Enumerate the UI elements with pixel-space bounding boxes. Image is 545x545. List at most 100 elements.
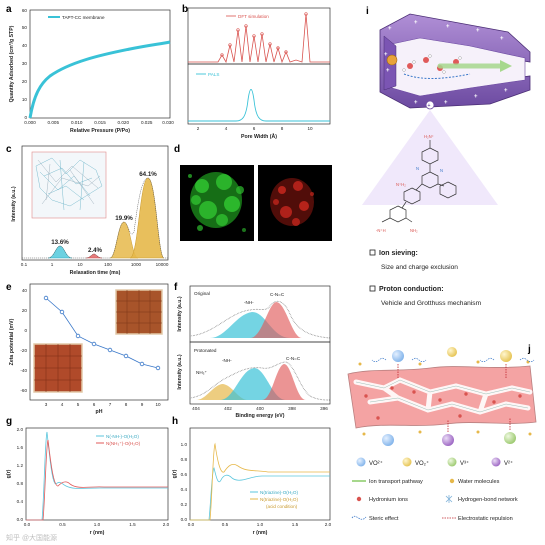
panel-h-ylabel: g(r) [172,469,178,478]
legend-vo2p: VO²⁺ [369,460,383,467]
svg-text:H₂N⁺: H₂N⁺ [424,134,434,139]
x-tick-label: 5 [77,402,80,407]
panel-c-md-network-2 [37,159,101,205]
panel-c-frame [21,145,169,261]
panel-a-legend: TAPT-CC membrane [62,15,105,20]
y-tick-label: 0.0 [181,517,188,522]
x-tick-label: 0.020 [118,120,130,125]
panel-a-xlabel: Relative Pressure (P/Po) [70,128,130,134]
panel-i-label: i [366,6,369,17]
watermark: 知乎 @大国能源 [6,533,57,542]
panel-f-bottom-cnc: C-N=C [286,356,301,361]
panel-e-xticks: 3 4 5 6 7 8 9 10 [45,402,161,407]
y-tick-label: 2.0 [17,427,24,432]
y-tick-label: -20 [20,348,27,353]
panel-i-molecule-labels: H₂N⁺ N N N⁺H₂ -N⁺H NH₂ [376,134,443,233]
panel-d-label: d [174,144,180,155]
x-tick-label: 1.0 [257,522,264,527]
panel-i: i + + + + + + + + + + + + [362,6,531,307]
x-tick-label: 404 [192,406,200,411]
panel-g-legend2: N(NH₃⁺)-O(H₂O) [106,441,141,446]
panel-j-label: j [527,344,531,355]
panel-h-acid-curve [190,442,330,521]
legend-water: Water molecules [458,479,500,485]
panel-j-hbond-network [355,379,531,413]
x-tick-label: 8 [125,402,128,407]
y-tick-label: 40 [22,43,28,48]
panel-f-xlabel: Binding energy (eV) [236,413,285,419]
x-tick-label: 100 [104,262,112,267]
x-tick-label: 398 [288,406,296,411]
panel-b-legend-pals: PALS [208,72,219,77]
panel-f-ylabel: Intensity (a.u.) [177,354,183,389]
legend-v2: V²⁺ [504,460,513,467]
x-tick-label: 4 [225,126,228,131]
x-tick-label: 10000 [156,262,169,267]
panel-j-steric-arrows [371,357,535,363]
panel-h-label: h [172,416,178,427]
panel-a: a TAPT-CC membrane 0.000 0.005 0.010 0.0… [6,4,174,134]
legend-hbond-icon [445,495,453,503]
panel-c-ylabel: Intensity (a.u.) [11,186,17,221]
panel-b-legend-dft: DFT simulation [238,14,269,19]
panel-h-legend1: N(triazine)-O(H₂O) [260,490,298,495]
panel-g-ylabel: g(r) [6,469,12,478]
legend-v3: V³⁺ [460,460,469,467]
panel-b-xlabel: Pore Width (Å) [241,133,277,140]
panel-i-zoom-cone [362,110,498,205]
panel-f: f Original -NH- C-N=C Protonated -NH- NH… [174,282,331,419]
x-tick-label: 9 [141,402,144,407]
panel-f-bottom-cnc-peak [262,364,306,400]
panel-j-membrane [347,365,537,429]
panel-e-xlabel: pH [96,409,103,415]
legend-vo2-icon [402,457,412,467]
y-tick-label: 0.8 [17,481,24,486]
panel-e-label: e [6,282,12,293]
panel-d-green-texture [188,172,246,232]
panel-f-bottom-envelope [189,361,331,401]
panel-i-focus-point [425,100,435,110]
svg-text:+: + [444,100,448,106]
panel-g-yticks: 0.0 0.4 0.8 1.2 1.6 2.0 [17,427,24,522]
y-tick-label: 30 [22,61,28,66]
proton-conduction-bullet [369,285,376,292]
y-tick-label: 0.4 [181,487,188,492]
svg-text:+: + [504,88,508,94]
y-tick-label: 1.6 [17,445,24,450]
panel-i-focus-plus: + [428,103,431,109]
panel-j-legend: VO²⁺ VO₂⁺ V³⁺ V²⁺ Ion transport pathway … [351,457,518,522]
y-tick-label: 0.4 [17,499,24,504]
panel-c-peak-label-1: 13.6% [51,239,69,246]
legend-hydronium-icon [356,496,362,502]
x-tick-label: 2.0 [163,522,170,527]
x-tick-label: 0.1 [21,262,28,267]
y-tick-label: -40 [20,368,27,373]
x-tick-label: 1.5 [129,522,136,527]
y-tick-label: 0.6 [181,472,188,477]
panel-f-bottom-nh: -NH- [222,358,232,363]
y-tick-label: 0 [24,115,27,120]
panel-h-xlabel: r (nm) [253,530,268,536]
panel-c-md-snapshot [31,151,107,219]
panel-g-xticks: 0.0 0.5 1.0 1.5 2.0 [24,522,170,527]
panel-g: g N(-NH-)-O(H₂O) N(NH₃⁺)-O(H₂O) 0.0 0.5 … [6,416,170,536]
x-tick-label: 8 [281,126,284,131]
panel-i-arrow-head [500,60,512,72]
panel-j-ions [382,347,516,446]
svg-text:+: + [414,100,418,106]
panel-b-pals-curve [188,89,330,122]
panel-d-red-texture [270,178,314,226]
x-tick-label: 0.025 [141,120,153,125]
panel-b-bottom-frame [187,63,331,125]
legend-v3-icon [447,457,457,467]
y-tick-label: 0.0 [17,517,24,522]
panel-c-md-network [35,157,103,211]
panel-f-xticks: 404 402 400 398 396 [192,406,328,411]
x-tick-label: 3 [45,402,48,407]
panel-b-label: b [182,4,188,15]
panel-e: e 3 4 5 6 7 8 9 10 -60 -40 -20 0 20 40 [6,282,169,415]
x-tick-label: 0.5 [222,522,229,527]
svg-text:+: + [500,36,504,42]
panel-f-bottom-nh3: NH₃⁺ [196,370,208,375]
